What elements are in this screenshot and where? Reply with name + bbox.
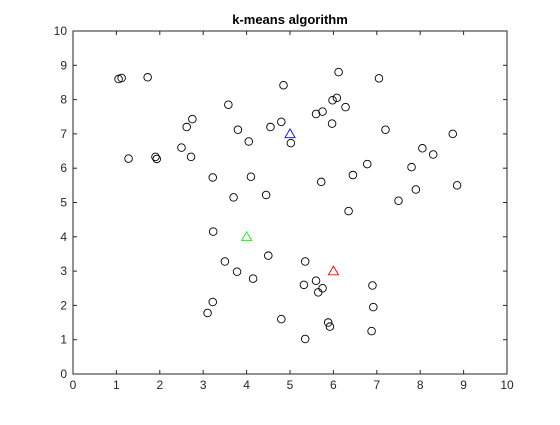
data-point-circle: [448, 129, 458, 139]
data-point-circle: [428, 150, 438, 159]
y-tick-label: 6: [60, 161, 67, 175]
data-point-circle: [220, 257, 230, 266]
data-point-circle: [300, 334, 310, 344]
x-tick-label: 10: [500, 378, 514, 392]
data-point-circle: [229, 193, 238, 202]
axis-ticks: 0 1 2 3 4 5 6 7 8 9 10 0 1 2 3 4 5 6 7 8 9 10: [54, 24, 514, 392]
data-point-circle: [277, 314, 286, 324]
data-point-circle: [407, 162, 416, 172]
data-point-circle: [327, 119, 337, 128]
data-point-circle: [186, 152, 196, 162]
y-tick-label: 5: [60, 196, 67, 210]
data-point-circle: [394, 196, 403, 206]
data-point-circle: [411, 185, 421, 194]
data-point-circle: [311, 276, 321, 285]
data-point-circle: [367, 326, 376, 336]
data-point-circle: [334, 67, 343, 77]
y-tick-label: 9: [60, 58, 67, 72]
x-tick-label: 9: [460, 378, 467, 392]
x-tick-label: 2: [156, 378, 163, 392]
data-point-circle: [279, 80, 288, 90]
data-point-circle: [374, 74, 384, 83]
data-point-circle: [344, 206, 353, 216]
data-point-circle: [300, 257, 310, 266]
data-point-circle: [369, 302, 378, 312]
data-point-circle: [151, 152, 160, 162]
data-point-circle: [177, 143, 186, 152]
data-point-circle: [325, 322, 335, 331]
x-tick-label: 0: [70, 378, 77, 392]
data-point-circle: [299, 280, 309, 290]
y-tick-label: 0: [60, 367, 67, 381]
data-point-circle: [143, 73, 152, 82]
data-point-circle: [318, 107, 327, 116]
x-tick-label: 8: [417, 378, 424, 392]
data-point-circle: [188, 114, 197, 124]
data-point-circle: [203, 308, 212, 318]
y-tick-label: 10: [54, 24, 68, 38]
data-point-circle: [261, 190, 271, 200]
data-point-circle: [244, 137, 254, 146]
centroid-triangle: [327, 265, 340, 276]
data-point-circle: [368, 281, 377, 290]
x-tick-label: 1: [113, 378, 120, 392]
data-point-circle: [152, 154, 162, 164]
data-point-circle: [208, 173, 217, 182]
data-points: [114, 67, 462, 344]
x-tick-label: 5: [287, 378, 294, 392]
data-point-circle: [277, 117, 286, 127]
data-point-circle: [266, 122, 275, 132]
data-point-circle: [117, 73, 126, 83]
data-point-circle: [246, 172, 256, 182]
centroid-triangle: [284, 127, 296, 139]
plot-area: [72, 30, 508, 375]
data-point-circle: [233, 125, 243, 135]
data-point-circle: [264, 251, 273, 260]
data-point-circle: [452, 181, 462, 190]
y-tick-label: 2: [60, 298, 67, 312]
y-tick-label: 7: [60, 127, 67, 141]
y-tick-label: 4: [60, 230, 67, 244]
data-point-circle: [418, 144, 427, 153]
x-tick-label: 7: [373, 378, 380, 392]
y-tick-label: 1: [60, 333, 67, 347]
data-point-circle: [318, 284, 327, 293]
data-point-circle: [182, 122, 191, 132]
data-point-circle: [208, 227, 218, 236]
data-point-circle: [232, 267, 242, 277]
centroid-triangle: [240, 230, 253, 241]
data-point-circle: [363, 159, 372, 169]
y-tick-label: 3: [60, 264, 67, 278]
data-point-circle: [124, 154, 133, 163]
data-point-circle: [316, 177, 326, 187]
data-point-circle: [332, 93, 342, 103]
x-tick-label: 4: [243, 378, 250, 392]
data-point-circle: [348, 170, 358, 180]
data-point-circle: [248, 274, 258, 283]
data-point-circle: [323, 318, 333, 327]
chart-title: k-means algorithm: [232, 12, 348, 27]
data-point-circle: [286, 138, 296, 148]
x-tick-label: 6: [330, 378, 337, 392]
y-tick-label: 8: [60, 93, 67, 107]
data-point-circle: [224, 100, 233, 109]
data-point-circle: [328, 96, 337, 105]
data-point-circle: [341, 102, 350, 112]
data-point-circle: [381, 125, 390, 135]
data-point-circle: [208, 297, 217, 307]
x-tick-label: 3: [200, 378, 207, 392]
